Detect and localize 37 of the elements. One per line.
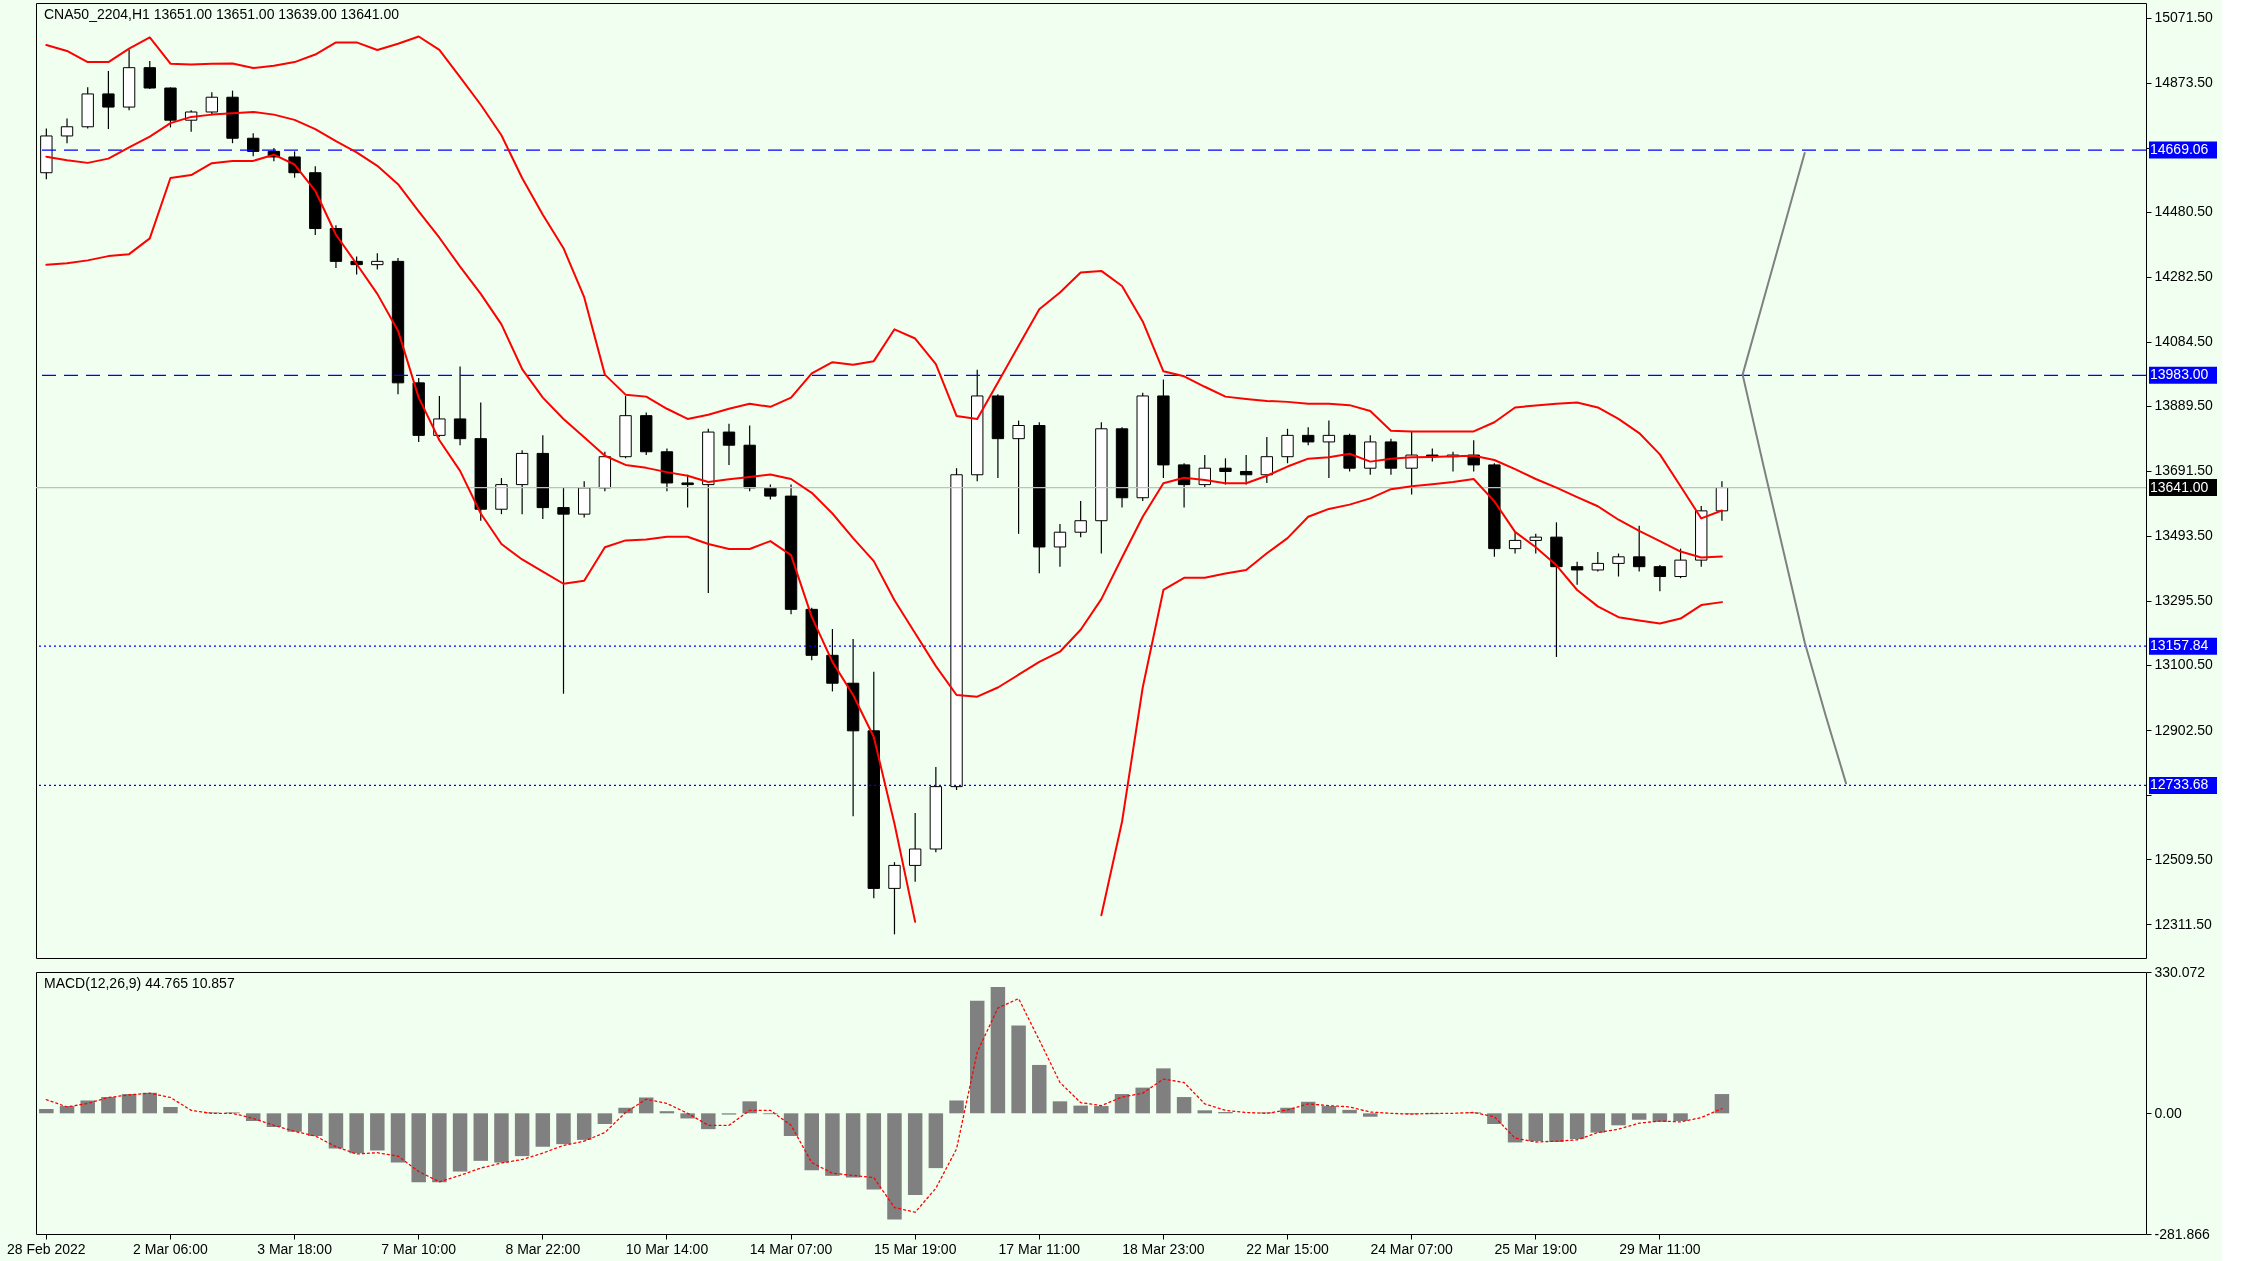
x-tick-label: 2 Mar 06:00 [133, 1240, 209, 1257]
y-tick-label: 0.00 [2154, 1104, 2182, 1121]
y-tick-label: 12509.50 [2154, 850, 2214, 867]
y-tick-label: 13295.50 [2154, 592, 2214, 609]
chart-title: CNA50_2204,H1 13651.00 13651.00 13639.00 13641.00 [44, 6, 400, 22]
x-tick-label: 22 Mar 15:00 [1246, 1240, 1329, 1257]
x-tick-label: 29 Mar 11:00 [1619, 1240, 1701, 1257]
ref-line-label: 13983.00 [2150, 366, 2209, 383]
x-tick-label: 25 Mar 19:00 [1494, 1240, 1578, 1257]
y-tick-label: 12902.50 [2154, 721, 2214, 738]
y-tick-label: 14873.50 [2154, 74, 2214, 91]
y-tick-label: 14282.50 [2154, 268, 2214, 285]
y-tick-label: 13493.50 [2154, 527, 2214, 544]
y-tick-label: 330.072 [2154, 963, 2206, 980]
chart-title: MACD(12,26,9) 44.765 10.857 [44, 975, 235, 991]
x-tick-label: 17 Mar 11:00 [998, 1240, 1081, 1257]
x-tick-label: 14 Mar 07:00 [749, 1240, 833, 1257]
x-tick-label: 24 Mar 07:00 [1370, 1240, 1454, 1257]
x-tick-label: 15 Mar 19:00 [873, 1240, 957, 1257]
y-tick-label: 12311.50 [2154, 915, 2213, 932]
x-tick-label: 18 Mar 23:00 [1122, 1240, 1205, 1257]
y-tick-label: 13691.50 [2154, 462, 2214, 479]
y-tick-label: 14480.50 [2154, 203, 2214, 220]
x-tick-label: 8 Mar 22:00 [505, 1240, 581, 1257]
x-tick-label: 28 Feb 2022 [7, 1240, 86, 1257]
x-tick-label: 3 Mar 18:00 [257, 1240, 333, 1257]
x-tick-label: 7 Mar 10:00 [381, 1240, 457, 1257]
y-tick-label: 15071.50 [2154, 9, 2214, 26]
ref-line-label: 14669.06 [2150, 141, 2209, 158]
y-tick-label: 14084.50 [2154, 333, 2214, 350]
ref-line-label: 13157.84 [2150, 637, 2209, 654]
ref-line-label: 13641.00 [2150, 478, 2209, 495]
x-tick-label: 10 Mar 14:00 [625, 1240, 709, 1257]
ref-line-label: 12733.68 [2150, 776, 2209, 793]
y-tick-label: 13100.50 [2154, 656, 2214, 673]
y-tick-label: 13889.50 [2154, 397, 2214, 414]
y-tick-label: -281.866 [2154, 1225, 2210, 1242]
